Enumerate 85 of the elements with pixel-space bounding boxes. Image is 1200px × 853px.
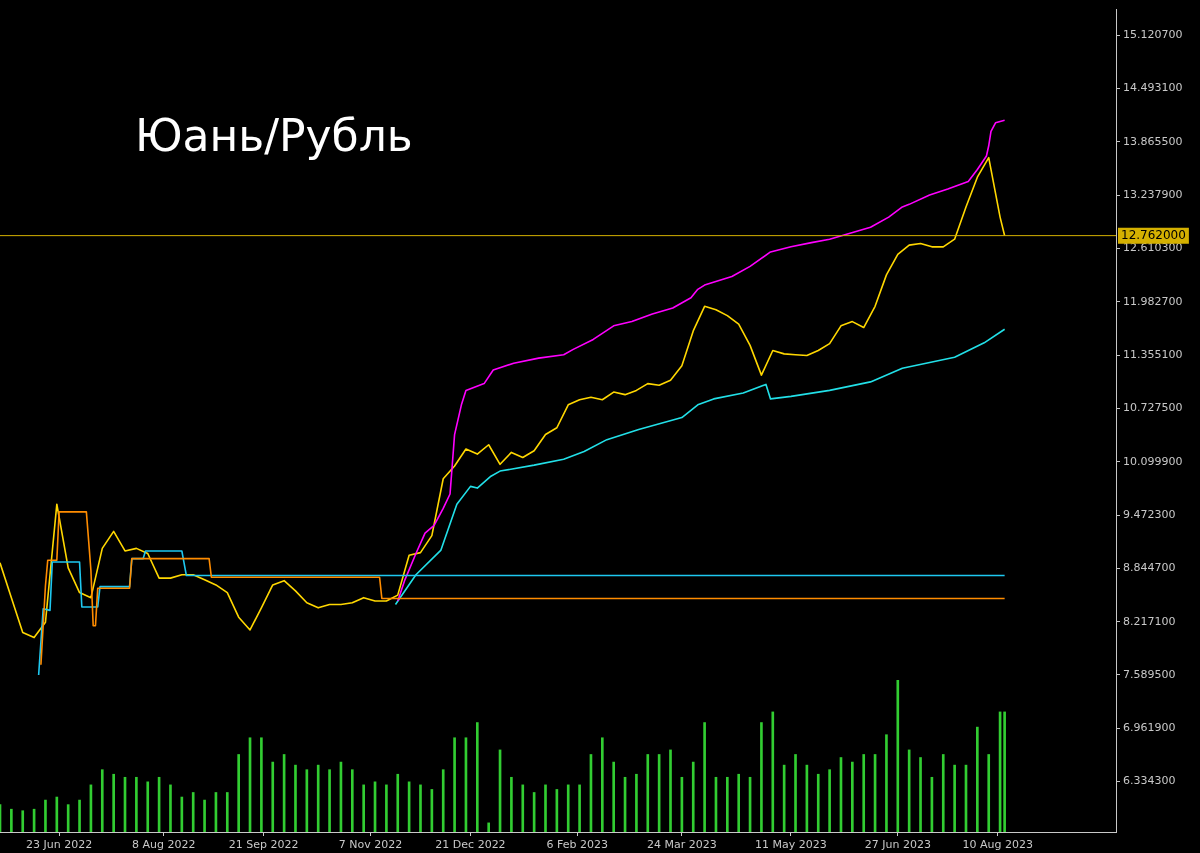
bar (544, 784, 547, 832)
y-tick-label: 8.844700 (1123, 561, 1176, 575)
text: Юань/Рубль (135, 110, 413, 161)
bar (10, 808, 13, 832)
y-tick-label: 10.727500 (1123, 401, 1183, 415)
y-tick-label: 14.493100 (1123, 81, 1183, 95)
bar (487, 822, 491, 832)
bar (600, 737, 604, 832)
bar (78, 799, 81, 832)
x-tick-label: 21 Sep 2022 (228, 838, 299, 852)
x-tick-label: 6 Feb 2023 (546, 838, 609, 852)
bar (362, 784, 365, 832)
bar (896, 680, 900, 832)
bar (760, 722, 763, 832)
bar (203, 799, 206, 832)
bar (941, 754, 945, 832)
bar (385, 784, 388, 832)
bar (646, 754, 650, 832)
bar (521, 784, 525, 832)
ref-line-label: 12.762000 (1121, 227, 1186, 242)
x-tick-label: 7 Nov 2022 (338, 838, 403, 852)
bar (225, 792, 229, 832)
bar (612, 761, 616, 832)
bar (328, 769, 331, 832)
y-tick-label: 12.610300 (1123, 241, 1183, 255)
bar (953, 764, 956, 832)
y-tick-label: 15.120700 (1123, 28, 1183, 42)
bar (453, 737, 456, 832)
bar (816, 773, 820, 832)
bar (510, 776, 513, 832)
bar (169, 784, 172, 832)
y-tick-label: 11.982700 (1123, 294, 1183, 308)
bar (885, 734, 888, 832)
x-tick-label: 11 May 2023 (755, 838, 827, 852)
bar (350, 769, 354, 832)
bar (55, 796, 59, 832)
bar (396, 773, 400, 832)
bar (578, 784, 581, 832)
bar (566, 784, 570, 832)
bar (669, 749, 672, 832)
bar (66, 804, 70, 832)
y-tick-label: 10.099900 (1123, 454, 1183, 468)
bar (44, 799, 47, 832)
bar (475, 722, 479, 832)
bar (191, 792, 195, 832)
bar (146, 781, 150, 832)
bar (100, 769, 104, 832)
bar (726, 776, 729, 832)
bar (441, 769, 445, 832)
bar (135, 776, 138, 832)
y-tick-label: 6.334300 (1123, 774, 1176, 788)
bar (237, 754, 240, 832)
bar (419, 784, 422, 832)
bar (919, 757, 922, 832)
x-tick-label: 21 Dec 2022 (435, 838, 506, 852)
bar (271, 761, 275, 832)
bar (294, 764, 297, 832)
y-tick-label: 13.237900 (1123, 188, 1183, 202)
y-tick-label: 11.355100 (1123, 347, 1183, 361)
bar (794, 754, 797, 832)
bar (987, 754, 991, 832)
bar (737, 773, 741, 832)
y-tick-label: 7.589500 (1123, 667, 1176, 681)
bar (635, 773, 638, 832)
bar (691, 761, 695, 832)
bar (260, 737, 263, 832)
bar (21, 810, 25, 832)
y-tick-label: 6.961900 (1123, 721, 1176, 735)
x-tick-label: 8 Aug 2022 (131, 838, 196, 852)
x-tick-label: 24 Mar 2023 (647, 838, 717, 852)
y-tick-label: 8.217100 (1123, 614, 1176, 628)
bar (851, 761, 854, 832)
bar (771, 711, 775, 832)
x-tick-label: 10 Aug 2023 (962, 838, 1034, 852)
bar (976, 726, 979, 832)
bar (828, 769, 831, 832)
y-tick-label: 13.865500 (1123, 134, 1183, 148)
bar (112, 773, 115, 832)
bar (1003, 711, 1006, 832)
x-tick-label: 27 Jun 2023 (864, 838, 931, 852)
bar (316, 764, 320, 832)
y-tick-label: 9.472300 (1123, 507, 1176, 521)
bar (703, 722, 706, 832)
bar (862, 754, 866, 832)
x-tick-label: 23 Jun 2022 (26, 838, 93, 852)
